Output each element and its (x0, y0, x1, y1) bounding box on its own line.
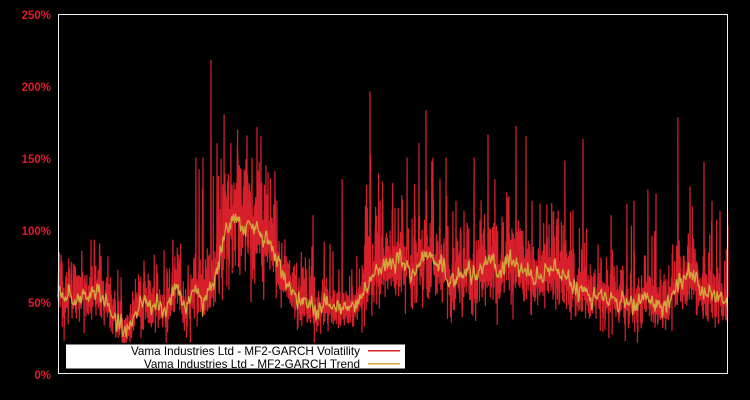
svg-text:100%: 100% (22, 226, 51, 238)
svg-text:Vama Industries Ltd - MF2-GARC: Vama Industries Ltd - MF2-GARCH Volatili… (131, 345, 360, 358)
svg-text:150%: 150% (22, 154, 51, 166)
svg-text:0%: 0% (34, 370, 51, 382)
svg-text:250%: 250% (22, 10, 51, 22)
svg-text:200%: 200% (22, 82, 51, 94)
svg-text:Vama Industries Ltd - MF2-GARC: Vama Industries Ltd - MF2-GARCH Trend (144, 358, 360, 371)
svg-text:50%: 50% (28, 298, 51, 310)
